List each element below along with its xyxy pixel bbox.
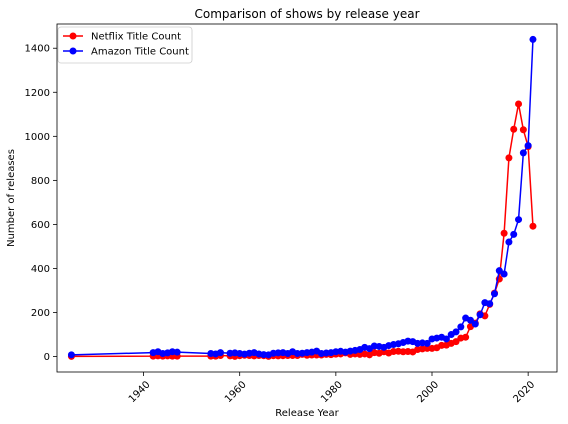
- data-point-amazon: [471, 320, 479, 328]
- y-tick-label: 1000: [25, 132, 50, 143]
- legend-marker-netflix: [69, 32, 77, 40]
- data-point-amazon: [173, 348, 181, 356]
- legend-marker-amazon: [69, 47, 77, 55]
- y-tick-label: 0: [44, 352, 50, 363]
- data-point-amazon: [216, 349, 224, 357]
- data-point-netflix: [500, 229, 508, 237]
- data-point-netflix: [519, 126, 527, 134]
- data-point-amazon: [457, 323, 465, 331]
- legend-box: [57, 26, 193, 64]
- y-axis-label: Number of releases: [6, 149, 17, 247]
- legend-label-amazon: Amazon Title Count: [91, 47, 189, 58]
- y-tick-label: 1400: [25, 44, 50, 55]
- plot-area: [67, 35, 537, 360]
- y-tick-label: 400: [31, 264, 50, 275]
- data-point-amazon: [519, 149, 527, 157]
- data-point-amazon: [442, 335, 450, 343]
- data-point-amazon: [466, 316, 474, 324]
- data-point-amazon: [476, 311, 484, 319]
- data-point-amazon: [529, 35, 537, 43]
- y-tick-label: 200: [31, 308, 50, 319]
- data-point-amazon: [452, 328, 460, 336]
- chart-title: Comparison of shows by release year: [195, 7, 420, 21]
- data-point-amazon: [515, 216, 523, 224]
- data-point-netflix: [505, 154, 513, 162]
- data-point-netflix: [510, 125, 518, 133]
- y-tick-label: 800: [31, 176, 50, 187]
- data-point-netflix: [423, 344, 431, 352]
- y-tick-label: 600: [31, 220, 50, 231]
- y-axis: 0 200 400 600 800 1000 1200 1400: [25, 44, 57, 363]
- data-point-amazon: [510, 230, 518, 238]
- data-point-amazon: [423, 339, 431, 347]
- data-point-netflix: [529, 222, 537, 230]
- series-amazon: [67, 35, 537, 359]
- data-point-amazon: [505, 238, 513, 246]
- data-point-netflix: [462, 333, 470, 341]
- data-point-amazon: [500, 270, 508, 278]
- data-point-netflix: [515, 100, 523, 108]
- legend: Netflix Title Count Amazon Title Count: [57, 26, 193, 64]
- data-point-netflix: [452, 338, 460, 346]
- data-point-amazon: [486, 300, 494, 308]
- data-point-amazon: [67, 351, 75, 359]
- y-tick-label: 1200: [25, 88, 50, 99]
- axes-frame: [56, 23, 558, 373]
- data-point-amazon: [491, 290, 498, 298]
- legend-label-netflix: Netflix Title Count: [91, 32, 181, 43]
- x-axis-label: Release Year: [275, 408, 339, 419]
- data-point-amazon: [524, 142, 532, 150]
